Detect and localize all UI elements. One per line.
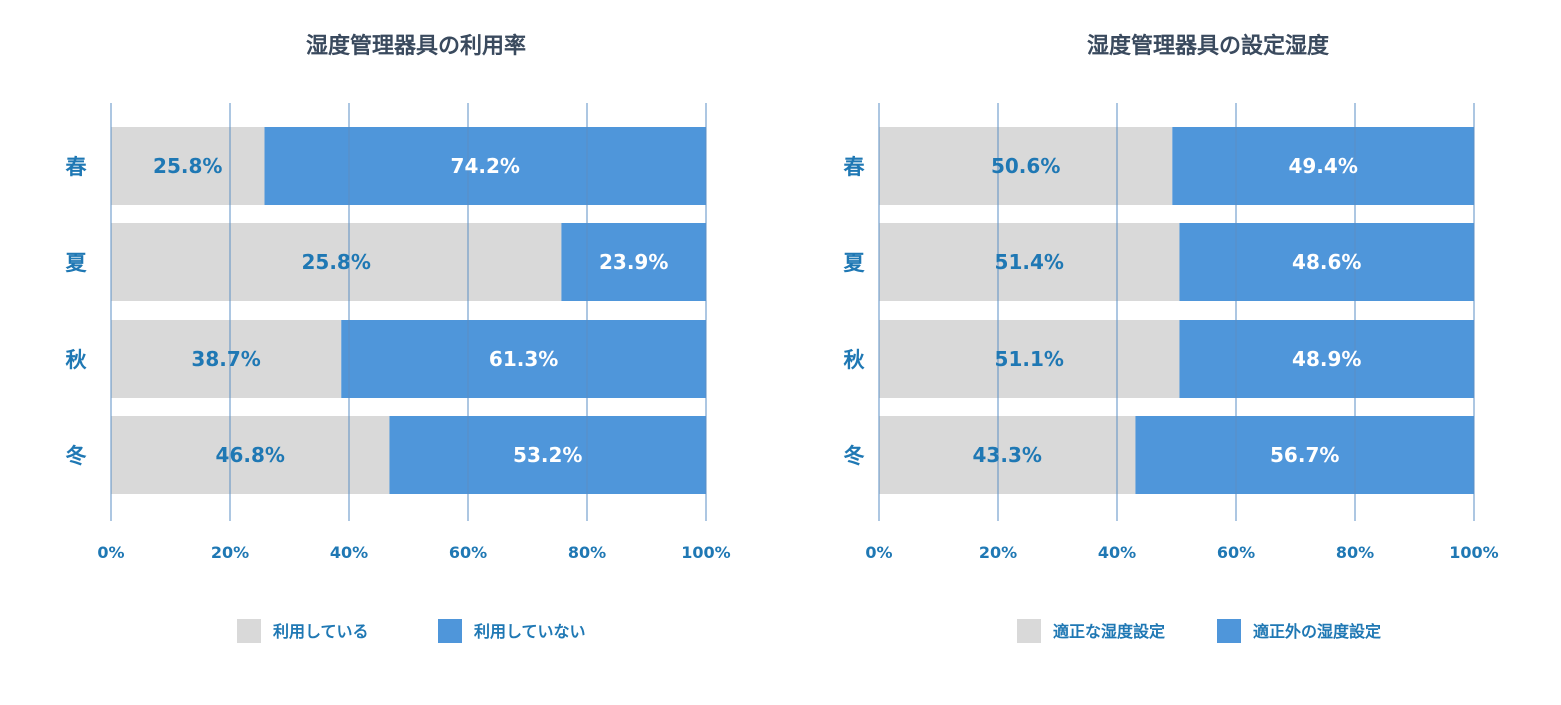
data-label: 51.1% bbox=[995, 347, 1064, 371]
x-tick-label: 0% bbox=[865, 543, 892, 562]
x-tick-label: 100% bbox=[681, 543, 730, 562]
x-tick-label: 60% bbox=[1217, 543, 1255, 562]
bar-primary-3 bbox=[879, 320, 1180, 398]
category-label: 秋 bbox=[844, 348, 866, 372]
legend-label: 利用していない bbox=[474, 622, 586, 641]
chart-panel-1: 湿度管理器具の利用率 0% 20% 40% 60% 80% 100% 春 25.8% 74.2% 夏… bbox=[66, 33, 731, 643]
x-tick-label: 100% bbox=[1449, 543, 1498, 562]
bar-secondary-2 bbox=[1179, 223, 1474, 301]
category-label: 夏 bbox=[66, 251, 88, 275]
gridlines bbox=[878, 103, 1475, 521]
bars bbox=[111, 127, 706, 494]
legend-label: 利用している bbox=[273, 622, 369, 641]
data-label: 38.7% bbox=[191, 347, 260, 371]
data-label: 25.8% bbox=[153, 154, 222, 178]
category-label: 春 bbox=[844, 155, 866, 179]
legend: 利用している 利用していない bbox=[237, 619, 586, 643]
data-label: 43.3% bbox=[973, 443, 1042, 467]
category-label: 冬 bbox=[844, 444, 865, 468]
category-label: 秋 bbox=[66, 348, 88, 372]
x-tick-label: 0% bbox=[97, 543, 124, 562]
x-tick-label: 80% bbox=[1336, 543, 1374, 562]
x-tick-label: 20% bbox=[211, 543, 249, 562]
data-label: 53.2% bbox=[513, 443, 582, 467]
bar-primary-2 bbox=[879, 223, 1180, 301]
legend-label: 適正外の湿度設定 bbox=[1253, 622, 1381, 641]
x-tick-label: 40% bbox=[1098, 543, 1136, 562]
chart-title: 湿度管理器具の設定湿度 bbox=[1087, 33, 1330, 59]
legend: 適正な湿度設定 適正外の湿度設定 bbox=[1017, 619, 1381, 643]
bar-primary-4 bbox=[879, 416, 1136, 494]
data-label: 46.8% bbox=[216, 443, 285, 467]
data-label: 74.2% bbox=[451, 154, 520, 178]
legend-label: 適正な湿度設定 bbox=[1053, 622, 1165, 641]
legend-swatch bbox=[237, 619, 261, 643]
x-tick-label: 40% bbox=[330, 543, 368, 562]
category-label: 冬 bbox=[66, 444, 87, 468]
legend-swatch bbox=[438, 619, 462, 643]
data-label: 49.4% bbox=[1288, 154, 1357, 178]
data-label: 61.3% bbox=[489, 347, 558, 371]
gridlines bbox=[110, 103, 707, 521]
bar-primary-2 bbox=[111, 223, 562, 301]
data-label: 56.7% bbox=[1270, 443, 1339, 467]
bar-secondary-4 bbox=[389, 416, 706, 494]
bar-primary-4 bbox=[111, 416, 390, 494]
x-tick-label: 80% bbox=[568, 543, 606, 562]
data-label: 25.8% bbox=[302, 250, 371, 274]
bars bbox=[879, 127, 1474, 494]
data-label: 50.6% bbox=[991, 154, 1060, 178]
chart-title: 湿度管理器具の利用率 bbox=[306, 33, 526, 59]
data-label: 48.6% bbox=[1292, 250, 1361, 274]
x-tick-label: 20% bbox=[979, 543, 1017, 562]
x-tick-label: 60% bbox=[449, 543, 487, 562]
bar-secondary-3 bbox=[1179, 320, 1474, 398]
bar-primary-1 bbox=[879, 127, 1173, 205]
bar-secondary-4 bbox=[1135, 416, 1474, 494]
bar-secondary-3 bbox=[341, 320, 706, 398]
data-label: 48.9% bbox=[1292, 347, 1361, 371]
category-label: 夏 bbox=[844, 251, 866, 275]
category-label: 春 bbox=[66, 155, 88, 179]
chart-panel-2: 湿度管理器具の設定湿度 0% 20% 40% 60% 80% 100% 春 50.6% 49.4%… bbox=[844, 33, 1499, 643]
data-label: 51.4% bbox=[995, 250, 1064, 274]
bar-secondary-1 bbox=[1172, 127, 1474, 205]
bar-secondary-2 bbox=[561, 223, 706, 301]
bar-secondary-1 bbox=[264, 127, 706, 205]
data-label: 23.9% bbox=[599, 250, 668, 274]
legend-swatch bbox=[1017, 619, 1041, 643]
bar-primary-3 bbox=[111, 320, 342, 398]
bar-primary-1 bbox=[111, 127, 265, 205]
legend-swatch bbox=[1217, 619, 1241, 643]
